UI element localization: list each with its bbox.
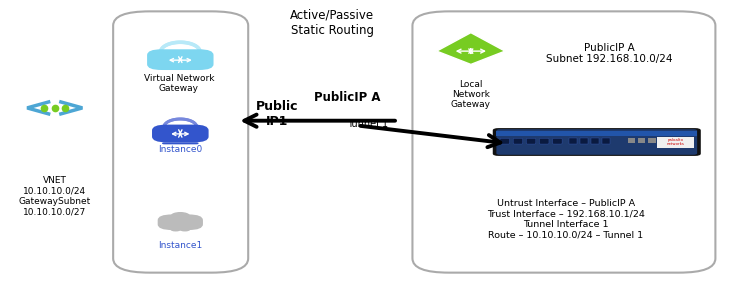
FancyBboxPatch shape xyxy=(147,49,213,70)
FancyBboxPatch shape xyxy=(162,140,199,142)
FancyBboxPatch shape xyxy=(496,129,697,155)
FancyBboxPatch shape xyxy=(526,138,536,144)
Text: Public
IP1: Public IP1 xyxy=(256,100,299,128)
Text: Instance0: Instance0 xyxy=(158,145,202,154)
Text: Active/Passive
Static Routing: Active/Passive Static Routing xyxy=(290,9,374,37)
FancyBboxPatch shape xyxy=(158,214,203,230)
FancyBboxPatch shape xyxy=(602,138,610,144)
FancyBboxPatch shape xyxy=(152,125,209,142)
FancyBboxPatch shape xyxy=(113,11,248,273)
Text: VNET
10.10.10.0/24
GatewaySubnet
10.10.10.0/27: VNET 10.10.10.0/24 GatewaySubnet 10.10.1… xyxy=(19,176,91,216)
FancyBboxPatch shape xyxy=(580,138,588,144)
Text: PublicIP A: PublicIP A xyxy=(313,91,380,105)
Circle shape xyxy=(180,227,190,231)
Text: paloalto
networks: paloalto networks xyxy=(666,138,684,146)
Circle shape xyxy=(171,227,181,231)
Text: Untrust Interface – PublicIP A
Trust Interface – 192.168.10.1/24
Tunnel Interfac: Untrust Interface – PublicIP A Trust Int… xyxy=(487,199,645,239)
Polygon shape xyxy=(437,33,505,64)
FancyBboxPatch shape xyxy=(539,138,549,144)
FancyBboxPatch shape xyxy=(553,138,562,144)
Text: Instance1: Instance1 xyxy=(158,241,202,250)
FancyBboxPatch shape xyxy=(569,138,577,144)
FancyBboxPatch shape xyxy=(493,128,701,156)
Text: Tunnel 1: Tunnel 1 xyxy=(347,118,388,129)
FancyBboxPatch shape xyxy=(591,138,599,144)
FancyBboxPatch shape xyxy=(412,11,715,273)
FancyBboxPatch shape xyxy=(638,138,645,143)
FancyBboxPatch shape xyxy=(496,131,697,136)
Text: Virtual Network
Gateway: Virtual Network Gateway xyxy=(144,74,214,93)
Circle shape xyxy=(171,213,190,220)
FancyBboxPatch shape xyxy=(500,138,510,144)
FancyBboxPatch shape xyxy=(648,138,656,143)
FancyBboxPatch shape xyxy=(513,138,523,144)
FancyBboxPatch shape xyxy=(628,138,635,143)
FancyBboxPatch shape xyxy=(657,137,694,148)
Text: Local
Network
Gateway: Local Network Gateway xyxy=(451,80,491,109)
FancyBboxPatch shape xyxy=(162,142,199,144)
Text: PublicIP A
Subnet 192.168.10.0/24: PublicIP A Subnet 192.168.10.0/24 xyxy=(546,43,673,64)
